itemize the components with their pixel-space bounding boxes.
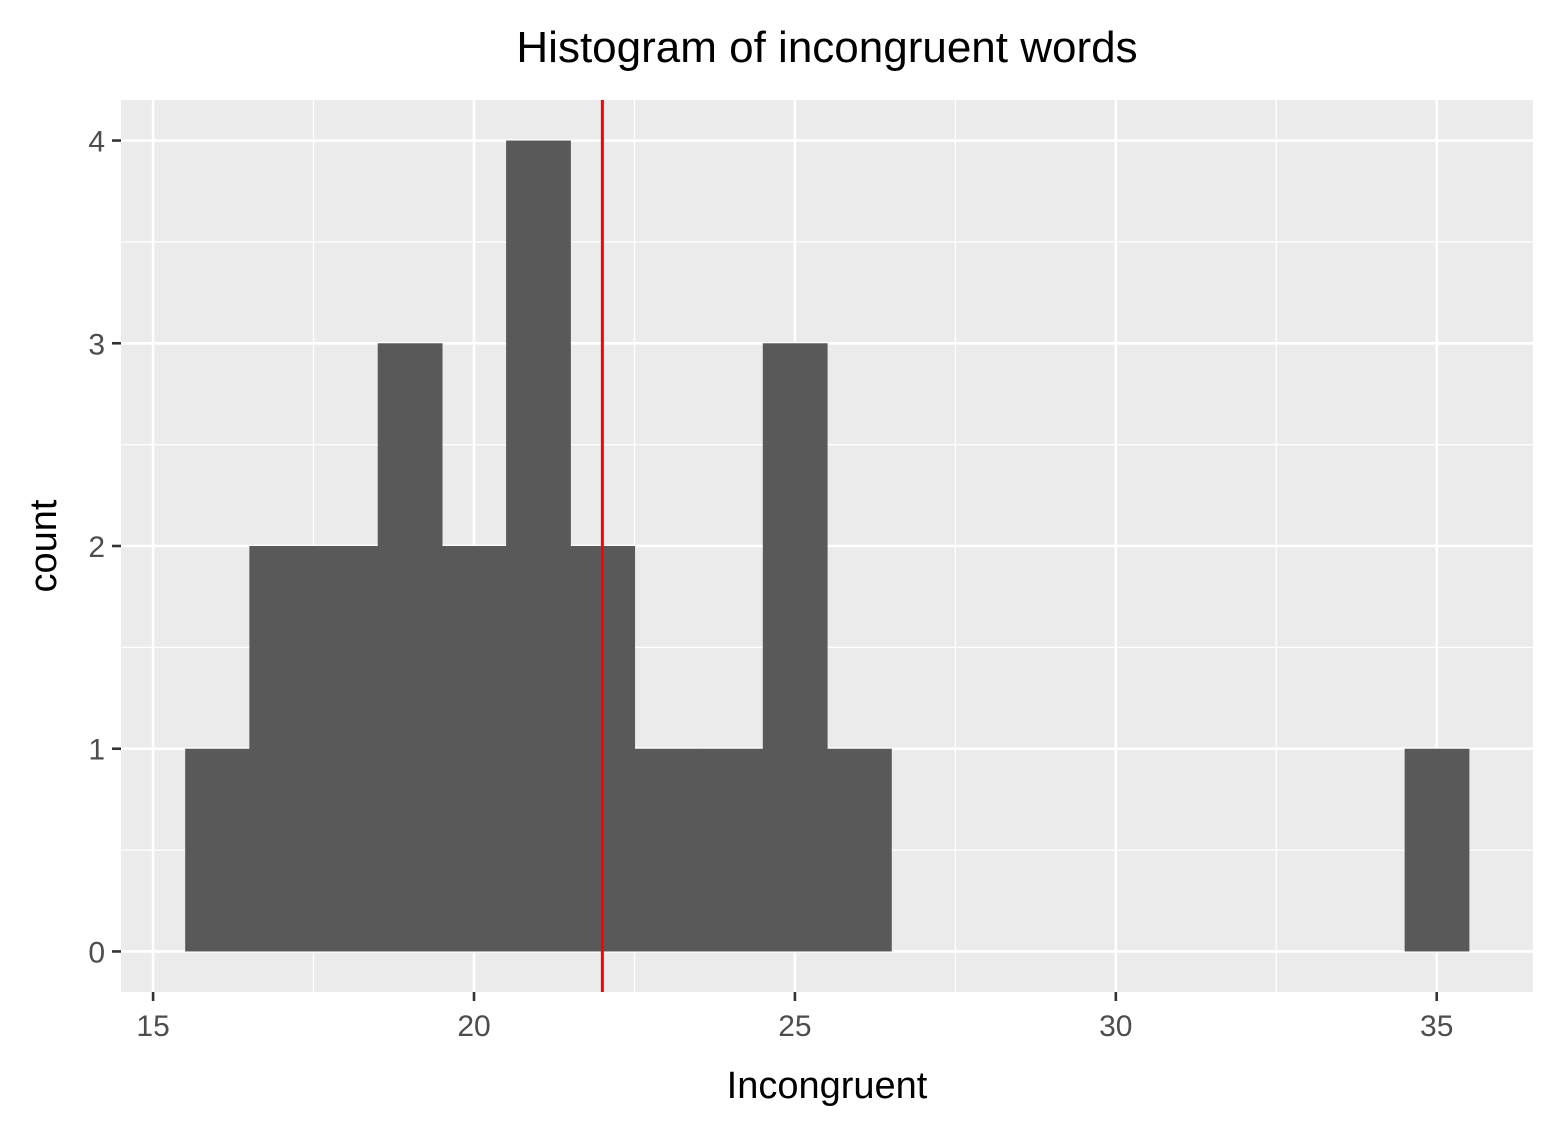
histogram-bar [506,140,571,952]
histogram-bar [185,748,250,952]
x-axis-title: Incongruent [727,1065,928,1107]
chart-title: Histogram of incongruent words [516,23,1137,72]
y-axis-title: count [23,499,65,592]
y-tick-label: 0 [88,936,105,969]
y-tick-label: 4 [88,126,105,159]
y-tick-label: 1 [88,734,105,767]
x-tick-label: 30 [1099,1010,1132,1043]
histogram-bar [1404,748,1470,952]
x-axis: 15 20 25 30 35 [136,992,1453,1043]
y-tick-label: 3 [88,328,105,361]
y-axis: 0 1 2 3 4 [88,126,121,969]
x-tick-label: 20 [457,1010,490,1043]
histogram-bar [827,748,892,952]
histogram-bar [377,343,443,952]
histogram-bar [698,748,764,952]
y-tick-label: 2 [88,531,105,564]
histogram-bar [762,343,828,952]
x-tick-label: 35 [1420,1010,1453,1043]
histogram-bar [249,546,315,952]
histogram-bar [634,748,700,952]
histogram-bar [313,546,379,952]
x-tick-label: 15 [136,1010,169,1043]
histogram-bar [441,546,507,952]
x-tick-label: 25 [778,1010,811,1043]
